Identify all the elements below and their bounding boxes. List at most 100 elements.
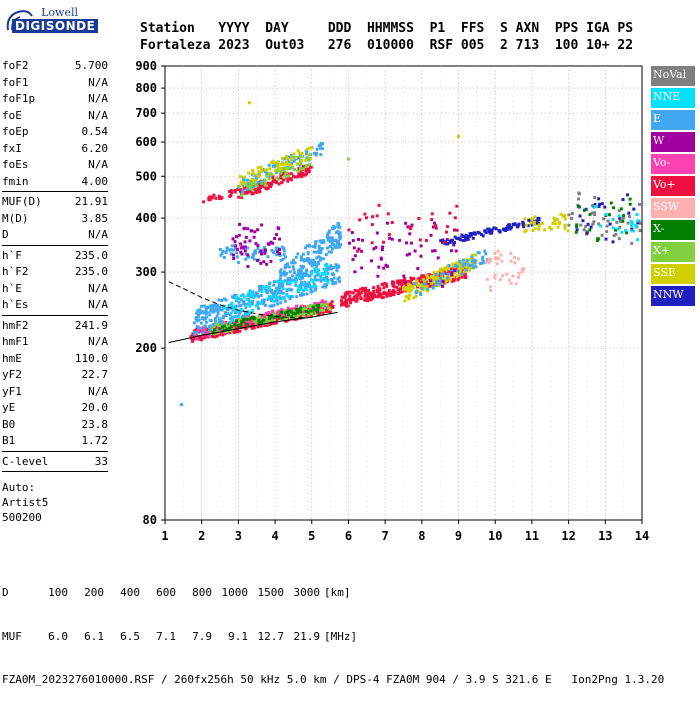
echo-point <box>341 301 345 305</box>
echo-point <box>398 238 402 242</box>
echo-point <box>281 257 285 261</box>
echo-point <box>260 317 263 321</box>
echo-point <box>241 293 245 297</box>
ionospheric-parameters-panel: foF2 5.700 foF1 N/A foF1p N/A foE N/A foEp 0.54 fx… <box>2 58 108 525</box>
echo-point <box>278 277 282 281</box>
echo-point <box>638 202 641 206</box>
echo-point <box>221 325 224 329</box>
echo-point <box>386 212 390 216</box>
echo-point <box>265 262 269 266</box>
echo-point <box>281 291 285 295</box>
param-value: 0.54 <box>81 125 109 138</box>
echo-point <box>242 178 246 182</box>
echo-point <box>351 291 355 295</box>
echo-point <box>517 257 520 261</box>
echo-point <box>260 223 264 227</box>
echo-point <box>244 183 248 187</box>
echo-point <box>369 297 373 301</box>
echo-point <box>304 168 308 172</box>
echo-point <box>363 212 367 216</box>
echo-point <box>620 230 624 234</box>
echo-point <box>457 276 461 280</box>
echo-point <box>337 265 341 269</box>
echo-point <box>325 235 329 239</box>
echo-point <box>243 226 247 230</box>
echo-point <box>284 265 288 269</box>
echo-point <box>344 294 347 298</box>
echo-point <box>339 243 343 247</box>
param-value: N/A <box>88 281 108 295</box>
param-value: N/A <box>88 75 108 89</box>
echo-point <box>420 275 424 279</box>
echo-point <box>279 291 282 295</box>
echo-point <box>275 181 279 184</box>
echo-point <box>222 328 226 332</box>
echo-point <box>210 306 214 309</box>
echo-point <box>447 264 451 268</box>
echo-point <box>285 289 289 293</box>
echo-point <box>210 327 214 331</box>
echo-point <box>359 297 363 301</box>
echo-point <box>252 296 256 299</box>
echo-point <box>217 329 221 333</box>
echo-point <box>285 310 289 314</box>
echo-point <box>249 183 253 187</box>
echo-point <box>585 231 589 235</box>
echo-point <box>442 240 446 244</box>
echo-point <box>225 312 229 315</box>
param-label: MUF(D) <box>2 195 42 208</box>
echo-point <box>204 306 208 310</box>
echo-point <box>493 251 497 255</box>
echo-point <box>487 257 491 261</box>
echo-point <box>244 257 248 261</box>
echo-point <box>300 269 304 273</box>
echo-point <box>320 142 324 146</box>
param-label: foF1 <box>2 75 29 89</box>
echo-point <box>327 250 331 254</box>
echo-point <box>196 309 200 313</box>
echo-point <box>322 240 326 244</box>
echo-point <box>272 319 276 323</box>
echo-point <box>480 261 484 265</box>
echo-point <box>328 267 332 271</box>
echo-point <box>433 249 437 253</box>
echo-point <box>246 253 250 257</box>
muf-value: 6.5 <box>120 629 140 643</box>
echo-point <box>208 318 212 322</box>
param-label: yE <box>2 401 16 414</box>
echo-point <box>447 270 451 274</box>
echo-point <box>284 255 287 259</box>
echo-point <box>521 220 525 224</box>
echo-point <box>336 224 340 228</box>
echo-point <box>284 171 288 175</box>
echo-point <box>251 309 254 313</box>
echo-point <box>397 292 400 295</box>
echo-point <box>386 292 390 296</box>
echo-point <box>332 225 336 228</box>
echo-point <box>245 318 249 322</box>
echo-point <box>346 304 350 308</box>
y-tick-label: 500 <box>135 169 157 183</box>
echo-point <box>627 211 631 215</box>
echo-point <box>460 272 464 276</box>
echo-point <box>325 268 329 272</box>
echo-point <box>315 147 319 151</box>
echo-point <box>265 291 269 294</box>
echo-point <box>240 320 244 324</box>
muf-label: MUF <box>2 629 22 643</box>
echo-point <box>356 249 360 253</box>
echo-point <box>327 229 331 233</box>
param-row: foF2 5.700 <box>2 58 108 75</box>
echo-point <box>326 265 330 269</box>
echo-point <box>297 174 300 178</box>
echo-point <box>452 279 456 283</box>
echo-point <box>251 177 255 181</box>
echo-point <box>266 319 270 323</box>
echo-point <box>387 290 391 294</box>
echo-point <box>400 290 404 294</box>
echo-point <box>209 331 213 335</box>
echo-point <box>301 252 305 256</box>
echo-point <box>235 247 239 251</box>
echo-point <box>466 262 470 266</box>
echo-point <box>282 166 286 170</box>
